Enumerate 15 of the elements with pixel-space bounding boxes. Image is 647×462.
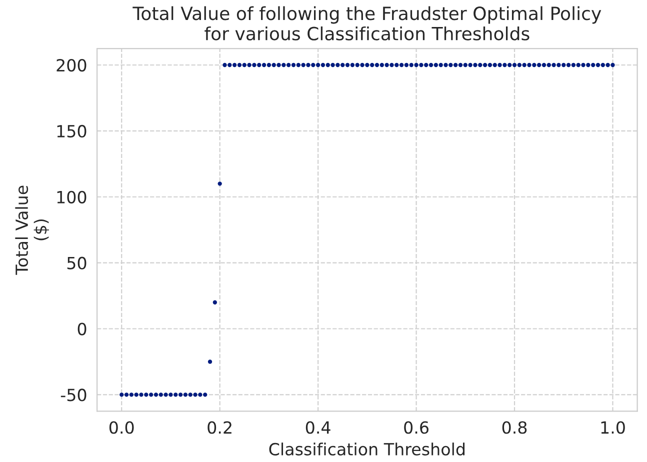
x-tick-label: 0.8 xyxy=(502,421,527,434)
x-tick-label: 0.4 xyxy=(306,421,330,434)
chart-title: Total Value of following the Fraudster Optimal Policy for various Classification Thresholds xyxy=(132,6,602,40)
x-tick-label: 1.0 xyxy=(601,421,625,434)
x-tick-label: 0.2 xyxy=(208,421,232,434)
y-tick-label: 0 xyxy=(78,322,86,336)
x-tick-label: 0.0 xyxy=(109,421,134,434)
x-axis-title: Classification Threshold xyxy=(269,442,465,456)
y-tick-label: 100 xyxy=(57,190,86,204)
y-tick-label: 150 xyxy=(57,124,86,138)
x-tick-label: 0.6 xyxy=(404,421,428,434)
y-tick-label: -50 xyxy=(60,388,86,402)
y-axis-title: Total Value ($) xyxy=(15,186,49,275)
y-tick-label: 50 xyxy=(67,256,86,270)
y-tick-label: 200 xyxy=(56,58,86,72)
